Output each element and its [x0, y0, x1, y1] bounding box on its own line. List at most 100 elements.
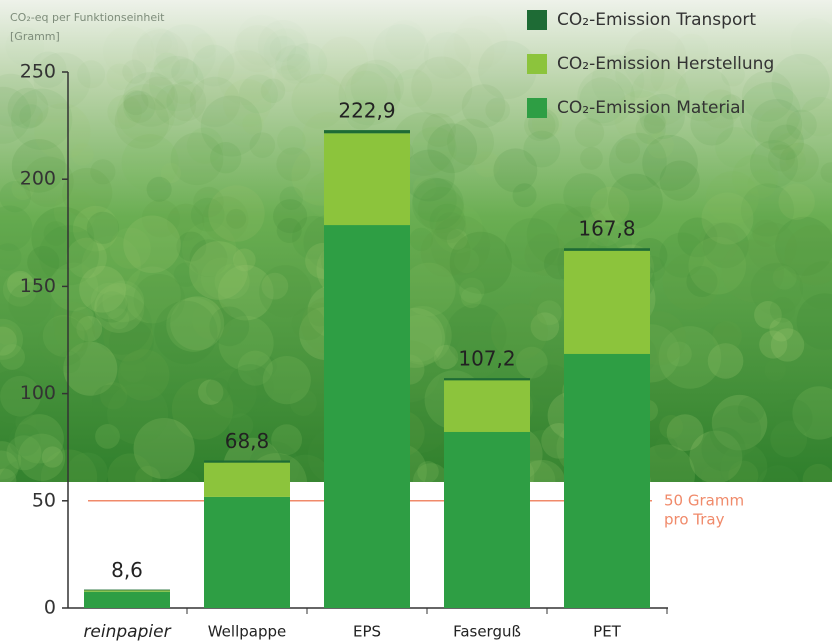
tree-crown: [0, 86, 31, 144]
tree-crown: [774, 399, 813, 438]
legend-label: CO₂-Emission Transport: [557, 10, 756, 30]
tree-crown: [786, 109, 817, 140]
tree-crown: [700, 89, 740, 129]
tree-crown: [662, 253, 720, 311]
tree-crown: [747, 169, 777, 199]
bar-segment: [324, 225, 410, 608]
reference-label: 50 Gramm: [664, 491, 744, 509]
tree-crown: [0, 243, 22, 271]
tree-crown: [186, 127, 224, 164]
tree-crown: [11, 138, 66, 193]
tree-crown: [688, 236, 747, 295]
tree-crown: [289, 388, 317, 417]
tree-crown: [10, 88, 73, 150]
tree-crown: [176, 231, 207, 262]
tree-crown: [459, 277, 485, 304]
bar-segment: [84, 590, 170, 592]
tree-crown: [76, 315, 103, 342]
tree-crown: [512, 183, 537, 208]
tree-crown: [556, 206, 610, 260]
tree-crown: [536, 300, 562, 326]
tree-crown: [120, 356, 147, 383]
tree-crown: [577, 68, 635, 126]
tree-crown: [429, 203, 466, 240]
tree-crown: [699, 222, 739, 263]
legend-label: CO₂-Emission Material: [557, 98, 745, 118]
legend-swatch: [527, 98, 547, 118]
tree-crown: [103, 311, 154, 362]
tree-crown: [523, 130, 561, 168]
tree-crown: [79, 265, 126, 313]
tree-crown: [659, 160, 700, 201]
tree-crown: [417, 461, 439, 483]
tree-crown: [54, 311, 95, 353]
tree-crown: [30, 51, 67, 88]
tree-crown: [34, 103, 91, 160]
tree-crown: [690, 102, 734, 146]
bar-segment: [444, 378, 530, 381]
tree-crown: [769, 317, 794, 342]
tree-crown: [721, 62, 745, 87]
value-label: 222,9: [338, 99, 395, 123]
tree-crown: [90, 282, 128, 320]
tree-crown: [170, 132, 224, 186]
reference-label: pro Tray: [664, 510, 725, 528]
tree-crown: [701, 192, 754, 245]
tree-crown: [767, 144, 796, 172]
tree-crown: [242, 113, 264, 135]
tree-crown: [563, 173, 608, 218]
tree-crown: [412, 178, 464, 230]
tree-crown: [123, 72, 178, 127]
tree-crown: [654, 436, 678, 460]
tree-crown: [189, 241, 248, 300]
tree-crown: [7, 87, 49, 129]
tree-crown: [643, 111, 666, 134]
tree-crown: [409, 227, 434, 252]
tree-crown: [615, 48, 665, 99]
y-tick-label: 200: [20, 168, 56, 190]
tree-crown: [94, 283, 145, 334]
tree-crown: [607, 173, 663, 229]
value-label: 8,6: [111, 558, 143, 582]
tree-crown: [62, 167, 113, 219]
tree-crown: [166, 81, 207, 122]
tree-crown: [259, 265, 312, 318]
tree-crown: [796, 293, 832, 350]
tree-crown: [66, 237, 107, 279]
legend-label: CO₂-Emission Herstellung: [557, 54, 774, 74]
tree-crown: [749, 139, 799, 189]
tree-crown: [109, 227, 151, 269]
tree-crown: [228, 413, 254, 439]
tree-crown: [393, 68, 433, 108]
tree-crown: [23, 156, 74, 208]
tree-crown: [200, 95, 262, 157]
tree-crown: [412, 175, 437, 200]
tree-crown: [14, 414, 64, 464]
tree-crown: [759, 330, 788, 359]
tree-crown: [0, 344, 26, 370]
tree-crown: [579, 77, 626, 124]
tree-crown: [33, 52, 91, 110]
tree-crown: [0, 324, 17, 345]
tree-crown: [721, 239, 785, 303]
tree-crown: [72, 205, 119, 252]
value-label: 68,8: [225, 429, 270, 453]
tree-crown: [411, 126, 457, 172]
tree-crown: [770, 328, 805, 362]
tree-crown: [57, 350, 81, 374]
tree-crown: [291, 73, 347, 129]
tree-crown: [207, 369, 257, 419]
tree-crown: [689, 430, 743, 484]
tree-crown: [702, 222, 749, 269]
tree-crown: [276, 147, 311, 182]
value-label: 107,2: [458, 347, 515, 371]
tree-crown: [737, 396, 765, 424]
tree-crown: [205, 377, 231, 402]
tree-crown: [666, 341, 692, 367]
tree-crown: [799, 261, 832, 310]
tree-crown: [707, 343, 744, 379]
tree-crown: [454, 248, 480, 274]
bar-segment: [564, 353, 650, 608]
tree-crown: [226, 208, 247, 229]
bar-segment: [84, 591, 170, 608]
